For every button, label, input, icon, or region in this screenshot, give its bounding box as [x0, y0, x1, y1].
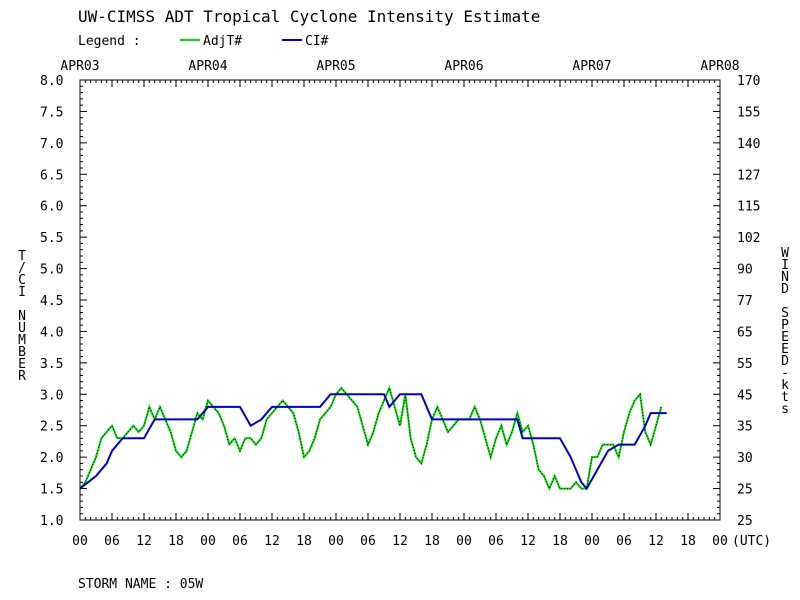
hour-labels: 00 06 12 18 00 06 12 18 00 06 12 18 00 06 12 18 00 06 12 18… — [72, 534, 728, 549]
axis-title-char: S — [781, 306, 789, 321]
y2-tick-label: 77 — [737, 294, 753, 309]
axis-title-char: C — [18, 273, 26, 288]
y-tick-label: 2.5 — [40, 420, 63, 435]
axis-title-char: I — [781, 258, 789, 273]
axis-title-char: t — [781, 390, 789, 405]
axis-title-char: D — [781, 282, 789, 297]
storm-name: STORM NAME : 05W — [78, 577, 203, 592]
y-tick-label: 3.5 — [40, 357, 63, 372]
hour-label: 06 — [232, 534, 248, 549]
hour-label: 18 — [680, 534, 696, 549]
y-tick-label: 5.0 — [40, 263, 63, 278]
hour-label: 06 — [360, 534, 376, 549]
y-tick-label: 6.5 — [40, 168, 63, 183]
series-line-ci — [79, 393, 667, 491]
axis-ticks — [79, 79, 721, 521]
y2-tick-label: 45 — [737, 388, 753, 403]
axis-title-char: k — [781, 378, 789, 393]
legend-adjt-label: AdjT# — [203, 34, 242, 49]
y-tick-label: 8.0 — [40, 74, 63, 89]
y2-tick-label: 55 — [737, 357, 753, 372]
hour-label: 00 — [72, 534, 88, 549]
hour-label: 06 — [488, 534, 504, 549]
hour-label: 12 — [648, 534, 664, 549]
axis-title-char: B — [18, 345, 26, 360]
axis-title-char: R — [18, 369, 26, 384]
series-line-adjt — [79, 384, 663, 492]
y-tick-label: 6.0 — [40, 200, 63, 215]
hour-label: 06 — [104, 534, 120, 549]
y-tick-label: 7.5 — [40, 105, 63, 120]
hour-label: 06 — [616, 534, 632, 549]
hour-label: 00 — [200, 534, 216, 549]
legend-label: Legend : — [78, 34, 141, 49]
hour-label: 18 — [168, 534, 184, 549]
axis-title-char: M — [18, 333, 26, 348]
y2-tick-label: 155 — [737, 105, 760, 120]
y-tick-label: 1.5 — [40, 483, 63, 498]
left-tick-labels: 1.0 1.5 2.0 2.5 3.0 3.5 4.0 4.5 5.0 5.5 6.0 6.5 7.0 7… — [40, 74, 63, 529]
y-tick-label: 5.5 — [40, 231, 63, 246]
y2-tick-label: 170 — [737, 74, 760, 89]
hour-label: 18 — [552, 534, 568, 549]
axis-title-char: N — [18, 309, 26, 324]
y-tick-label: 2.0 — [40, 451, 63, 466]
date-label: APR08 — [700, 59, 739, 74]
axis-title-char: E — [18, 357, 26, 372]
hour-label: 12 — [136, 534, 152, 549]
y2-tick-label: 25 — [737, 514, 753, 529]
axis-title-char: I — [18, 285, 26, 300]
axis-title-char: E — [781, 330, 789, 345]
series-lines — [79, 384, 667, 492]
plot-frame — [79, 79, 721, 521]
hour-label: 12 — [264, 534, 280, 549]
x-unit-label: (UTC) — [732, 534, 771, 549]
hour-label: 12 — [392, 534, 408, 549]
date-label: APR04 — [188, 59, 227, 74]
date-label: APR06 — [444, 59, 483, 74]
date-label: APR03 — [60, 59, 99, 74]
right-tick-labels: 25 25 30 35 45 55 65 77 90 102 115 127 140 155 170 — [737, 74, 760, 529]
axis-title-char: W — [781, 246, 789, 261]
axis-title-char: T — [18, 249, 26, 264]
y2-tick-label: 90 — [737, 263, 753, 278]
y-tick-label: 7.0 — [40, 137, 63, 152]
y-tick-label: 3.0 — [40, 388, 63, 403]
hour-label: 00 — [712, 534, 728, 549]
y-tick-label: 4.0 — [40, 325, 63, 340]
y2-tick-label: 140 — [737, 137, 760, 152]
axis-title-char: U — [18, 321, 26, 336]
hour-label: 00 — [456, 534, 472, 549]
hour-label: 18 — [424, 534, 440, 549]
hour-label: 12 — [520, 534, 536, 549]
y2-tick-label: 115 — [737, 200, 760, 215]
series-line-adjt-dots — [79, 386, 662, 490]
y2-tick-label: 127 — [737, 168, 760, 183]
axis-title-char: D — [781, 354, 789, 369]
axis-title-char: P — [781, 318, 789, 333]
y2-tick-label: 65 — [737, 325, 753, 340]
axis-title-char: / — [18, 261, 26, 276]
chart-title: UW-CIMSS ADT Tropical Cyclone Intensity … — [78, 7, 540, 26]
y-tick-label: 1.0 — [40, 514, 63, 529]
date-label: APR05 — [316, 59, 355, 74]
hour-label: 00 — [584, 534, 600, 549]
axis-title-char: - — [781, 366, 789, 381]
axis-title-char: s — [781, 402, 789, 417]
y-tick-label: 4.5 — [40, 294, 63, 309]
legend-ci-label: CI# — [305, 34, 329, 49]
axis-title-char: N — [781, 270, 789, 285]
y2-tick-label: 35 — [737, 420, 753, 435]
date-labels: APR03 APR04 APR05 APR06 APR07 APR08 — [60, 59, 739, 74]
y2-tick-label: 102 — [737, 231, 760, 246]
hour-label: 18 — [296, 534, 312, 549]
y2-tick-label: 25 — [737, 483, 753, 498]
axis-title-char: E — [781, 342, 789, 357]
y2-tick-label: 30 — [737, 451, 753, 466]
hour-label: 00 — [328, 534, 344, 549]
date-label: APR07 — [572, 59, 611, 74]
